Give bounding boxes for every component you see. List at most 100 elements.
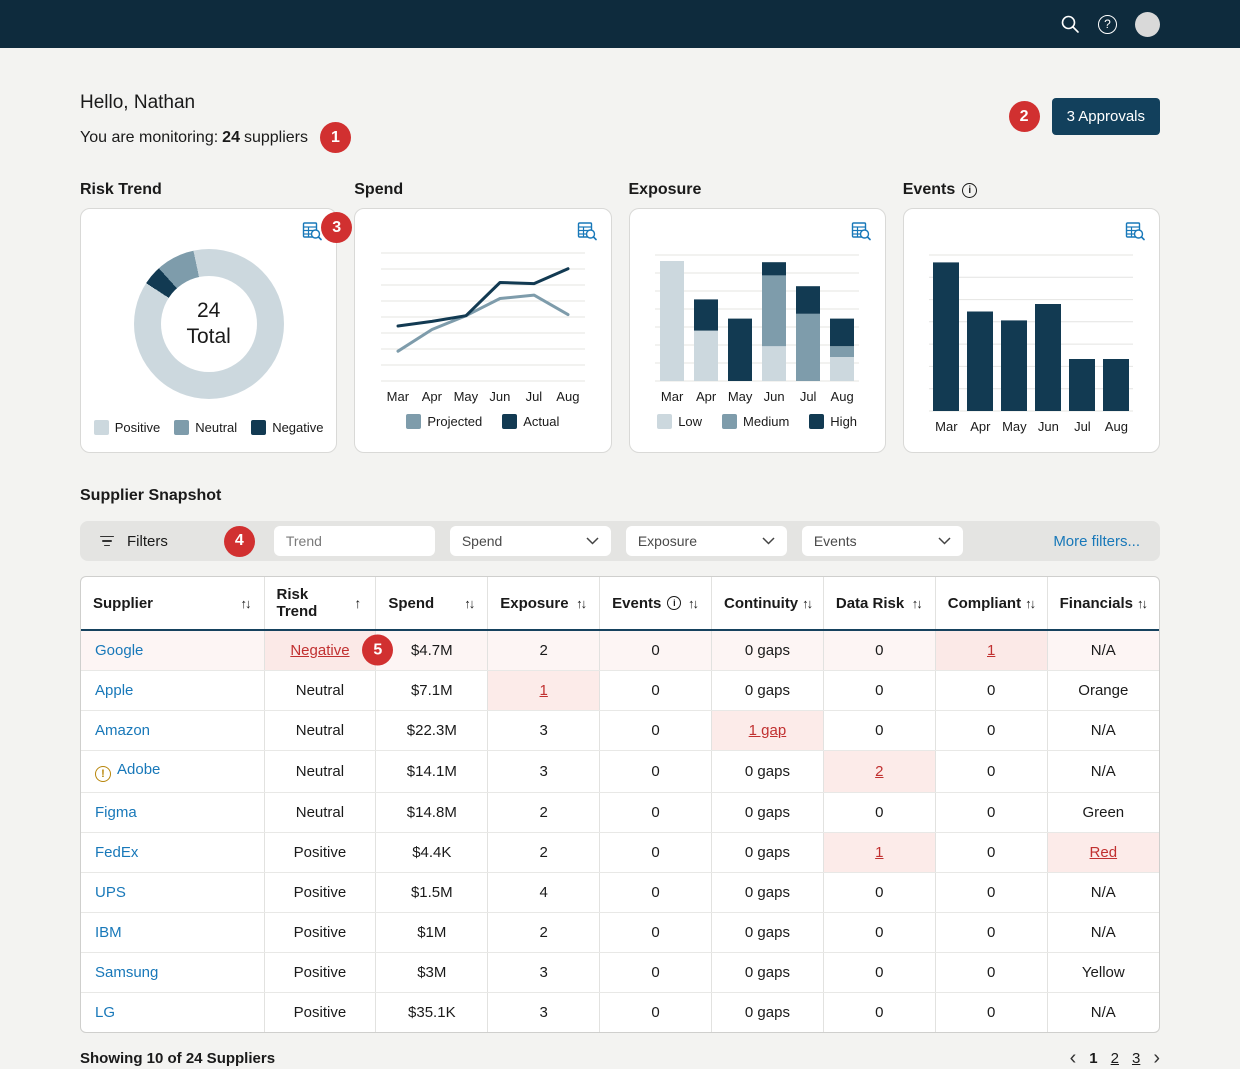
risk-flag-link[interactable]: Negative [290, 641, 350, 659]
table-row: ! Adobe Neutral $14.1M 3 0 0 gaps 2 0 N/A [81, 750, 1159, 793]
monitoring-suffix: suppliers [243, 128, 308, 146]
supplier-link[interactable]: Apple [95, 681, 134, 699]
sort-icon[interactable]: ↑↓ [911, 595, 923, 611]
supplier-link[interactable]: LG [95, 1003, 116, 1021]
column-header-continuity[interactable]: Continuity ↑↓ [711, 577, 824, 631]
cell-spend: $7.1M [375, 670, 489, 711]
cell-events: 0 [599, 630, 712, 671]
chevron-down-icon [762, 537, 775, 545]
table-row: FedEx Positive $4.4K 2 0 0 gaps 1 0 Red [81, 832, 1159, 873]
more-filters-link[interactable]: More filters... [1053, 532, 1140, 550]
x-axis-label: Mar [660, 389, 684, 404]
card-title-spend: Spend [354, 181, 404, 198]
cell-risk-trend: Positive [264, 952, 377, 993]
supplier-link[interactable]: FedEx [95, 843, 139, 861]
sort-icon[interactable]: ↑↓ [240, 595, 252, 611]
card-title-risk-trend: Risk Trend [80, 181, 162, 198]
approvals-button[interactable]: 3 Approvals [1051, 98, 1160, 135]
page-number-3[interactable]: 3 [1131, 1049, 1141, 1067]
sort-icon[interactable]: ↑↓ [802, 595, 813, 611]
column-header-risk-trend[interactable]: Risk Trend ↑ [264, 577, 377, 631]
supplier-cell: IBM [81, 912, 265, 953]
legend-item-positive: Positive [93, 420, 160, 435]
supplier-link[interactable]: Samsung [95, 963, 159, 981]
column-header-events[interactable]: Events i ↑↓ [599, 577, 712, 631]
table-row: Amazon Neutral $22.3M 3 0 1 gap 0 0 N/A [81, 710, 1159, 751]
greeting-text: Hello, Nathan [80, 92, 196, 113]
spend-filter-dropdown[interactable]: Spend [449, 526, 611, 556]
table-search-icon[interactable] [851, 221, 871, 246]
previous-page-icon[interactable]: ‹ [1069, 1047, 1077, 1069]
table-row: Google Negative 5 $4.7M 2 0 0 gaps 0 1 N/A [81, 630, 1159, 671]
trend-filter-input[interactable] [273, 526, 435, 556]
annotation-badge-3: 3 [321, 212, 353, 243]
filter-icon[interactable] [100, 535, 114, 547]
sort-icon[interactable]: ↑↓ [464, 595, 475, 611]
cell-continuity: 0 gaps [711, 912, 824, 953]
cell-events: 0 [599, 992, 712, 1032]
spend-line-chart [380, 252, 585, 382]
cell-exposure: 3 [487, 710, 601, 751]
supplier-link[interactable]: IBM [95, 923, 122, 941]
table-search-icon[interactable] [302, 221, 323, 246]
column-header-exposure[interactable]: Exposure ↑↓ [487, 577, 601, 631]
cell-spend: $1.5M [375, 872, 489, 913]
risk-flag-link[interactable]: 1 [539, 681, 548, 699]
supplier-link[interactable]: UPS [95, 883, 126, 901]
search-icon[interactable] [1060, 14, 1080, 34]
table-search-icon[interactable] [577, 221, 597, 246]
legend-swatch [809, 414, 825, 429]
sort-icon[interactable]: ↑↓ [576, 595, 587, 611]
top-nav: ? [0, 0, 1240, 48]
exposure-filter-dropdown[interactable]: Exposure [625, 526, 787, 556]
column-header-compliant[interactable]: Compliant ↑↓ [935, 577, 1048, 631]
sort-icon[interactable]: ↑↓ [1136, 595, 1148, 611]
card-title-exposure: Exposure [628, 181, 702, 198]
exposure-stacked-bar-chart [655, 254, 860, 382]
supplier-link[interactable]: Adobe [117, 760, 161, 778]
cell-compliant: 0 [935, 912, 1048, 953]
cell-events: 0 [599, 750, 712, 793]
cell-exposure: 4 [487, 872, 601, 913]
supplier-link[interactable]: Amazon [95, 721, 151, 739]
supplier-cell: ! Adobe [81, 750, 265, 793]
risk-flag-link[interactable]: 1 gap [748, 721, 787, 739]
column-header-supplier[interactable]: Supplier ↑↓ [81, 577, 265, 631]
cell-exposure: 3 [487, 952, 601, 993]
cell-spend: $4.4K [375, 832, 489, 873]
supplier-cell: Figma [81, 792, 265, 833]
cell-events: 0 [599, 792, 712, 833]
cell-risk-trend: Negative 5 [264, 630, 394, 671]
supplier-link[interactable]: Figma [95, 803, 137, 821]
cell-financials: N/A [1047, 872, 1159, 913]
x-axis-label: Jun [489, 389, 511, 404]
risk-flag-link[interactable]: 2 [875, 762, 884, 780]
events-filter-dropdown[interactable]: Events [801, 526, 963, 556]
column-header-spend[interactable]: Spend ↑↓ [375, 577, 489, 631]
supplier-link[interactable]: Google [95, 641, 144, 659]
cell-exposure: 2 [487, 630, 601, 671]
sort-icon[interactable]: ↑↓ [1025, 595, 1036, 611]
x-axis-label: Apr [970, 419, 991, 434]
cell-compliant: 0 [935, 872, 1048, 913]
column-header-data-risk[interactable]: Data Risk ↑↓ [823, 577, 936, 631]
table-search-icon[interactable] [1125, 221, 1145, 246]
avatar[interactable] [1135, 11, 1160, 37]
risk-flag-link[interactable]: Red [1089, 843, 1118, 861]
risk-flag-link[interactable]: 1 [987, 641, 996, 659]
x-axis-label: Mar [935, 419, 958, 434]
table-row: Figma Neutral $14.8M 2 0 0 gaps 0 0 Green [81, 792, 1159, 833]
cell-risk-trend: Neutral [264, 750, 377, 793]
x-axis-label: May [453, 389, 479, 404]
sort-ascending-icon[interactable]: ↑ [354, 595, 362, 611]
help-icon[interactable]: ? [1098, 14, 1117, 34]
cell-exposure: 3 [487, 750, 601, 793]
risk-flag-link[interactable]: 1 [875, 843, 884, 861]
page-number-2[interactable]: 2 [1110, 1049, 1119, 1067]
cell-data-risk: 2 [823, 750, 936, 793]
next-page-icon[interactable]: › [1153, 1047, 1160, 1069]
annotation-badge-2: 2 [1008, 101, 1040, 132]
column-header-financials[interactable]: Financials ↑↓ [1047, 577, 1159, 631]
sort-icon[interactable]: ↑↓ [688, 595, 699, 611]
